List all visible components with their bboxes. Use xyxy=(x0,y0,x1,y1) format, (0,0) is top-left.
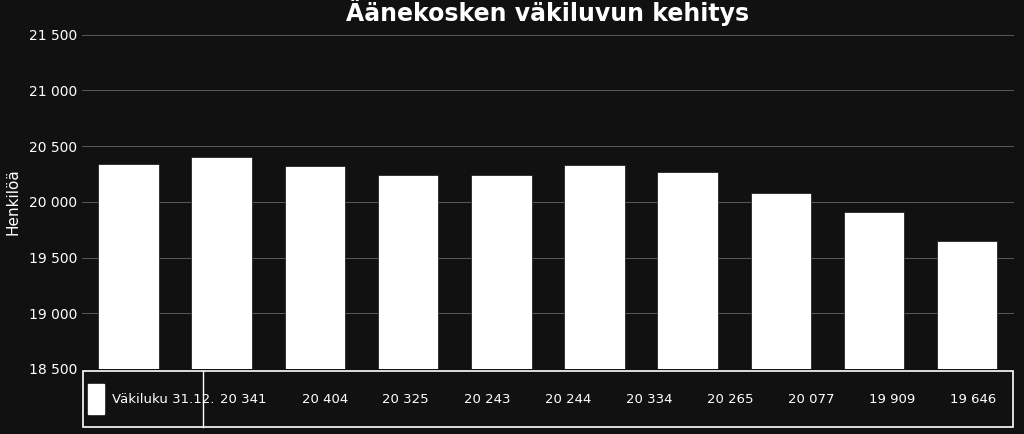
Text: 20 243: 20 243 xyxy=(464,393,510,406)
Bar xyxy=(191,157,252,369)
FancyBboxPatch shape xyxy=(83,371,1013,427)
Title: Äänekosken väkiluvun kehitys: Äänekosken väkiluvun kehitys xyxy=(346,0,750,26)
Text: 20 404: 20 404 xyxy=(301,393,348,406)
Text: 19 909: 19 909 xyxy=(869,393,915,406)
Bar xyxy=(471,174,531,369)
Text: 20 334: 20 334 xyxy=(626,393,672,406)
Text: 20 077: 20 077 xyxy=(787,393,835,406)
Bar xyxy=(564,164,625,369)
Bar xyxy=(285,166,345,369)
Bar xyxy=(378,175,438,369)
Text: 20 341: 20 341 xyxy=(220,393,267,406)
Bar xyxy=(657,172,718,369)
Text: 20 244: 20 244 xyxy=(545,393,591,406)
Text: Väkiluku 31.12.: Väkiluku 31.12. xyxy=(112,393,214,406)
Y-axis label: Henkilöä: Henkilöä xyxy=(5,168,20,235)
Bar xyxy=(937,241,997,369)
Bar xyxy=(87,384,104,414)
Bar xyxy=(751,193,811,369)
Text: 19 646: 19 646 xyxy=(950,393,996,406)
Bar xyxy=(98,164,159,369)
Bar xyxy=(844,212,904,369)
Text: 20 325: 20 325 xyxy=(382,393,429,406)
Text: 20 265: 20 265 xyxy=(707,393,754,406)
